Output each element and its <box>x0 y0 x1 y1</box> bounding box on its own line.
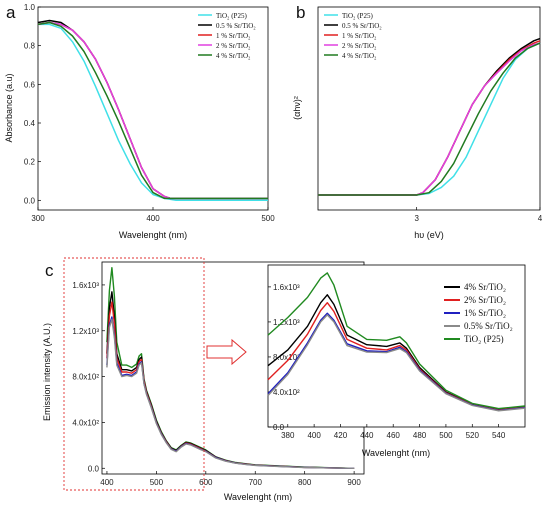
inset-series-line-4 <box>267 272 526 410</box>
panel-c-y-tick-4: 1.6x10³ <box>72 281 99 290</box>
panel-a-x-tick-1: 400 <box>146 214 160 223</box>
inset-chart: Wavelenght (nm) 0.0 4.0x10² 8.0x10² 1.2x10³… <box>267 264 526 458</box>
inset-y-tick-2: 8.0x10² <box>273 353 300 362</box>
panel-b-chart: b (αhν)² hυ (eV) 3 4 TiO₂ (P25) 0.5 % Sr/T… <box>292 3 543 240</box>
inset-legend-label-3: 0.5% Sr/TiO₂ <box>464 321 513 331</box>
panel-a-y-tick-5: 1.0 <box>24 3 36 12</box>
panel-c-x-tick-5: 900 <box>347 478 361 487</box>
inset-y-tick-1: 4.0x10² <box>273 388 300 397</box>
inset-x-tick-5: 480 <box>413 431 427 440</box>
panel-b-frame <box>317 6 541 211</box>
inset-x-tick-1: 400 <box>307 431 321 440</box>
inset-x-tick-3: 440 <box>360 431 374 440</box>
panel-a-legend-label-3: 2 % Sr/TiO₂ <box>216 42 251 50</box>
panel-c-label: c <box>45 261 54 280</box>
panel-a-legend-label-0: TiO₂ (P25) <box>216 12 247 20</box>
panel-a-y-tick-3: 0.6 <box>24 80 36 89</box>
panel-b-legend-label-0: TiO₂ (P25) <box>342 12 373 20</box>
panel-b-series-line-3 <box>318 42 541 196</box>
panel-c-series-line-4 <box>106 318 355 469</box>
inset-x-tick-2: 420 <box>334 431 348 440</box>
inset-y-tick-3: 1.2x10³ <box>273 318 300 327</box>
panel-b-series-line-4 <box>318 42 541 196</box>
zoom-region-box <box>63 257 205 491</box>
panel-a-y-tick-2: 0.4 <box>24 119 36 128</box>
inset-x-tick-8: 540 <box>492 431 506 440</box>
panel-b-x-tick-1: 4 <box>538 214 543 223</box>
panel-c-x-axis-label: Wavelenght (nm) <box>224 492 292 502</box>
panel-a-x-tick-2: 500 <box>261 214 275 223</box>
inset-x-tick-0: 380 <box>281 431 295 440</box>
inset-x-tick-4: 460 <box>387 431 401 440</box>
panel-c-x-tick-2: 600 <box>199 478 213 487</box>
panel-a-series-line-4 <box>37 21 268 200</box>
panel-a-chart: a Absorbance (a.u) Wavelenght (nm) 0.0 0.… <box>4 3 275 240</box>
panel-b-legend-label-4: 4 % Sr/TiO₂ <box>342 52 377 60</box>
panel-b-legend-label-1: 0.5 % Sr/TiO₂ <box>342 22 382 30</box>
panel-c-y-tick-3: 1.2x10³ <box>72 327 99 336</box>
panel-c-x-tick-4: 800 <box>298 478 312 487</box>
panel-c-x-tick-1: 500 <box>150 478 164 487</box>
panel-a-y-axis-label: Absorbance (a.u) <box>4 73 14 142</box>
panel-a-legend-label-1: 0.5 % Sr/TiO₂ <box>216 22 256 30</box>
panel-c-y-tick-1: 4.0x10² <box>72 418 99 427</box>
panel-b-x-tick-0: 3 <box>414 214 419 223</box>
panel-c-y-tick-2: 8.0x10² <box>72 373 99 382</box>
panel-b-x-axis-label: hυ (eV) <box>414 230 443 240</box>
panel-c-y-tick-0: 0.0 <box>88 464 100 473</box>
inset-legend-label-1: 2% Sr/TiO₂ <box>464 295 506 305</box>
panel-b-y-axis-label: (αhν)² <box>292 96 302 120</box>
zoom-arrow-icon <box>206 338 247 366</box>
inset-series-line-3 <box>267 314 526 412</box>
panel-c-y-axis-label: Emission intensity (A.U.) <box>42 323 52 421</box>
panel-a-legend-label-2: 1 % Sr/TiO₂ <box>216 32 251 40</box>
panel-a-y-tick-1: 0.2 <box>24 158 36 167</box>
panel-c-x-tick-0: 400 <box>100 478 114 487</box>
panel-a-y-tick-0: 0.0 <box>24 196 36 205</box>
inset-y-tick-4: 1.6x10³ <box>273 283 300 292</box>
panel-a-label: a <box>6 3 16 22</box>
inset-x-axis-label: Wavelenght (nm) <box>362 448 430 458</box>
inset-x-tick-6: 500 <box>439 431 453 440</box>
panel-b-series-line-0 <box>318 42 541 196</box>
inset-legend-label-4: TiO₂ (P25) <box>464 334 504 344</box>
inset-y-tick-0: 0.0 <box>273 423 285 432</box>
panel-a-y-tick-4: 0.8 <box>24 42 36 51</box>
panel-b-label: b <box>296 3 305 22</box>
inset-x-tick-7: 520 <box>466 431 480 440</box>
panel-a-x-tick-0: 300 <box>31 214 45 223</box>
inset-legend-label-2: 1% Sr/TiO₂ <box>464 308 506 318</box>
inset-legend-label-0: 4% Sr/TiO₂ <box>464 282 506 292</box>
panel-b-legend-label-2: 1 % Sr/TiO₂ <box>342 32 377 40</box>
panel-c-x-tick-3: 700 <box>249 478 263 487</box>
panel-a-legend-label-4: 4 % Sr/TiO₂ <box>216 52 251 60</box>
panel-a-series-line-0 <box>38 23 268 202</box>
panel-b-legend-label-3: 2 % Sr/TiO₂ <box>342 42 377 50</box>
panel-a-x-axis-label: Wavelenght (nm) <box>119 230 187 240</box>
